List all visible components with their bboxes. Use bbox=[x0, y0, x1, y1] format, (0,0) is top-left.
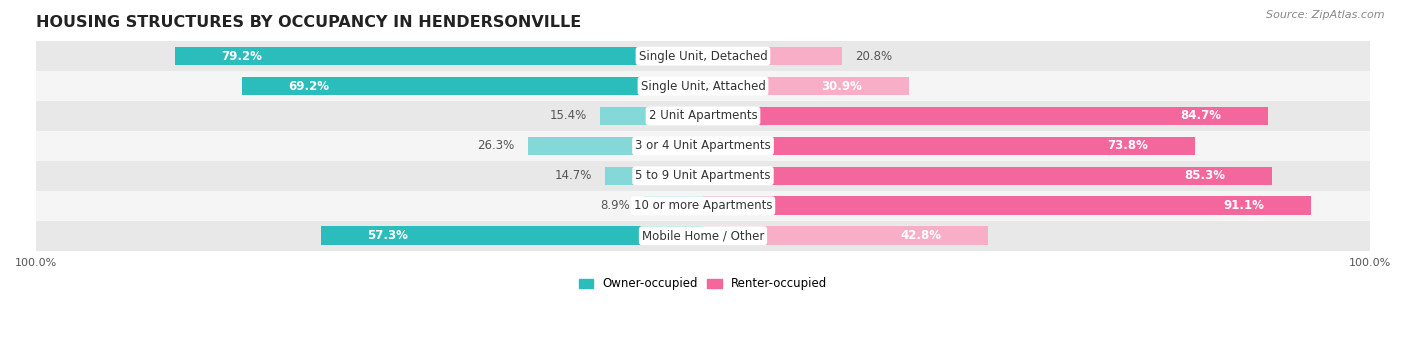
Text: 73.8%: 73.8% bbox=[1108, 139, 1149, 152]
Bar bbox=[703, 166, 1272, 185]
Text: 85.3%: 85.3% bbox=[1184, 169, 1225, 182]
Text: 26.3%: 26.3% bbox=[477, 139, 515, 152]
Text: 10 or more Apartments: 10 or more Apartments bbox=[634, 199, 772, 212]
Text: Mobile Home / Other: Mobile Home / Other bbox=[641, 229, 765, 242]
Text: Single Unit, Attached: Single Unit, Attached bbox=[641, 79, 765, 92]
Text: 79.2%: 79.2% bbox=[222, 49, 263, 63]
Bar bbox=[605, 166, 703, 185]
Bar bbox=[37, 221, 1369, 251]
Bar bbox=[644, 196, 703, 215]
Text: 57.3%: 57.3% bbox=[367, 229, 408, 242]
Bar bbox=[703, 226, 988, 245]
Text: Single Unit, Detached: Single Unit, Detached bbox=[638, 49, 768, 63]
Bar bbox=[703, 196, 1310, 215]
Text: 14.7%: 14.7% bbox=[554, 169, 592, 182]
Bar bbox=[37, 101, 1369, 131]
Bar bbox=[37, 41, 1369, 71]
Text: 84.7%: 84.7% bbox=[1180, 109, 1222, 122]
Bar bbox=[703, 77, 910, 95]
Bar bbox=[37, 191, 1369, 221]
Bar bbox=[703, 47, 842, 65]
Bar bbox=[242, 77, 703, 95]
Legend: Owner-occupied, Renter-occupied: Owner-occupied, Renter-occupied bbox=[574, 273, 832, 295]
Text: 91.1%: 91.1% bbox=[1223, 199, 1264, 212]
Bar bbox=[174, 47, 703, 65]
Text: 5 to 9 Unit Apartments: 5 to 9 Unit Apartments bbox=[636, 169, 770, 182]
Bar bbox=[37, 131, 1369, 161]
Bar bbox=[703, 137, 1195, 155]
Text: 3 or 4 Unit Apartments: 3 or 4 Unit Apartments bbox=[636, 139, 770, 152]
Bar bbox=[37, 161, 1369, 191]
Bar bbox=[321, 226, 703, 245]
Bar bbox=[703, 107, 1268, 125]
Text: 30.9%: 30.9% bbox=[821, 79, 862, 92]
Text: 15.4%: 15.4% bbox=[550, 109, 586, 122]
Bar bbox=[600, 107, 703, 125]
Text: 8.9%: 8.9% bbox=[600, 199, 630, 212]
Text: 20.8%: 20.8% bbox=[855, 49, 893, 63]
Bar bbox=[527, 137, 703, 155]
Text: 69.2%: 69.2% bbox=[288, 79, 329, 92]
Text: 2 Unit Apartments: 2 Unit Apartments bbox=[648, 109, 758, 122]
Bar bbox=[37, 71, 1369, 101]
Text: 42.8%: 42.8% bbox=[901, 229, 942, 242]
Text: Source: ZipAtlas.com: Source: ZipAtlas.com bbox=[1267, 10, 1385, 20]
Text: HOUSING STRUCTURES BY OCCUPANCY IN HENDERSONVILLE: HOUSING STRUCTURES BY OCCUPANCY IN HENDE… bbox=[37, 15, 581, 30]
